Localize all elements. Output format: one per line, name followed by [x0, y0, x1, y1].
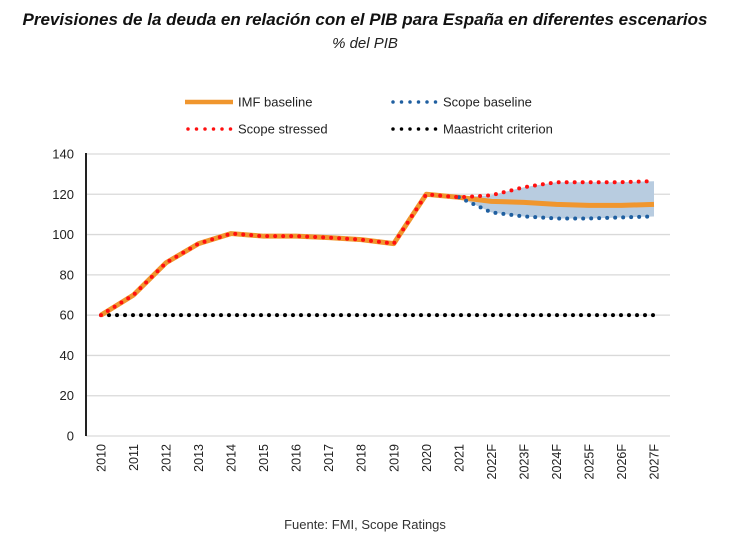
x-tick-label: 2019: [387, 444, 401, 472]
y-tick-label: 60: [60, 308, 74, 323]
x-tick-label: 2023F: [517, 444, 531, 480]
legend: IMF baseline Scope baseline Scope stressed…: [185, 95, 553, 137]
y-tick-label: 120: [52, 187, 74, 202]
x-tick-label: 2013: [192, 444, 206, 472]
source-note: Fuente: FMI, Scope Ratings: [284, 517, 446, 532]
x-tick-label: 2025F: [582, 444, 596, 480]
x-tick-label: 2016: [290, 444, 304, 472]
shaded-band-layer: [458, 181, 654, 219]
legend-item-scope-baseline: Scope baseline: [391, 95, 532, 110]
x-tick-label: 2022F: [485, 444, 499, 480]
x-tick-label: 2017: [322, 444, 336, 472]
legend-item-maastricht-criterion: Maastricht criterion: [391, 122, 553, 137]
x-tick-label: 2010: [95, 444, 109, 472]
legend-label: Maastricht criterion: [443, 122, 553, 137]
x-tick-label: 2015: [257, 444, 271, 472]
x-tick-label: 2024F: [550, 444, 564, 480]
y-tick-label: 0: [67, 429, 74, 444]
x-tick-label: 2018: [355, 444, 369, 472]
legend-label: IMF baseline: [238, 95, 312, 110]
legend-item-scope-stressed: Scope stressed: [186, 122, 328, 137]
legend-item-imf-baseline: IMF baseline: [185, 95, 312, 110]
series-line-scope-baseline: [456, 195, 656, 221]
legend-label: Scope stressed: [238, 122, 328, 137]
x-tick-label: 2020: [420, 444, 434, 472]
x-tick-label: 2014: [225, 444, 239, 472]
x-tick-label: 2026F: [615, 444, 629, 480]
x-tick-label: 2012: [160, 444, 174, 472]
series-lines: [99, 179, 656, 318]
chart-subtitle: % del PIB: [332, 35, 398, 52]
y-tick-label: 100: [52, 227, 74, 242]
legend-label: Scope baseline: [443, 95, 532, 110]
chart-title: Previsiones de la deuda en relación con …: [22, 10, 708, 29]
y-tick-labels: 0 20 40 60 80 100 120 140: [52, 147, 74, 444]
scope-range-band: [458, 181, 654, 219]
y-tick-label: 140: [52, 147, 74, 162]
y-tick-label: 20: [60, 388, 74, 403]
x-tick-label: 2027F: [648, 444, 662, 480]
y-tick-label: 80: [60, 267, 74, 282]
x-tick-label: 2021: [452, 444, 466, 472]
series-line-scope-stressed: [99, 179, 656, 318]
x-tick-labels: 2010 2011 2012 2013 2014 2015 2016 2017 2018 2019…: [95, 444, 662, 480]
y-tick-label: 40: [60, 348, 74, 363]
x-tick-label: 2011: [127, 444, 141, 471]
